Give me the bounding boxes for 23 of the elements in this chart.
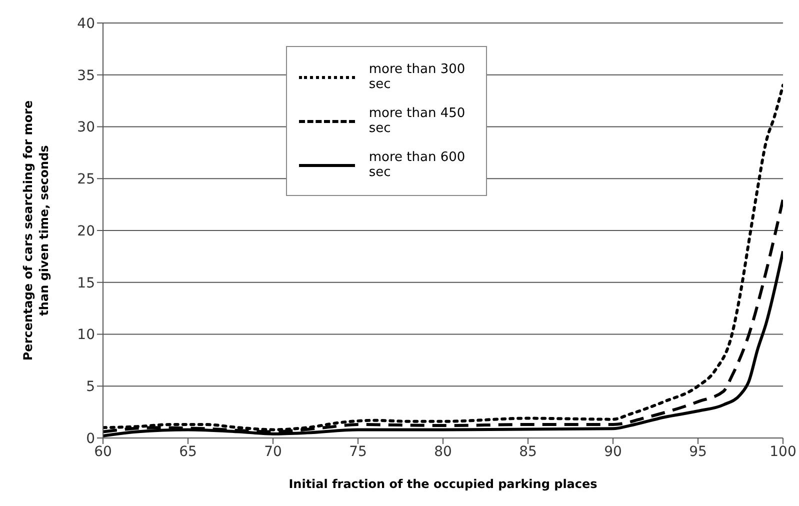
x-tick-label: 95 [689,444,707,460]
x-tick-label: 70 [264,444,282,460]
x-tick-label: 80 [434,444,452,460]
y-tick-label: 30 [77,120,95,136]
legend-label: more than 600 sec [368,150,466,180]
x-tick-label: 60 [94,444,112,460]
x-axis-title: Initial fraction of the occupied parking places [288,477,598,491]
y-tick-label: 10 [77,327,95,344]
y-tick-label: 0 [86,430,95,447]
y-tick-label: 40 [77,16,95,32]
legend-label: more than 450 sec [368,106,466,136]
x-tick-label: 100 [770,444,796,460]
y-tick-label: 25 [77,172,95,188]
y-axis-title: Percentage of cars searching for more than given time, seconds [21,100,51,361]
x-tick-label: 75 [349,444,367,460]
y-tick-label: 5 [86,379,95,396]
legend-label: more than 300 sec [368,62,466,92]
x-tick-label: 85 [519,444,537,460]
y-tick-label: 15 [77,275,95,292]
x-tick-label: 65 [179,444,197,460]
y-tick-label: 20 [77,223,95,240]
y-tick-label: 35 [77,68,95,84]
x-tick-label: 90 [604,444,622,460]
